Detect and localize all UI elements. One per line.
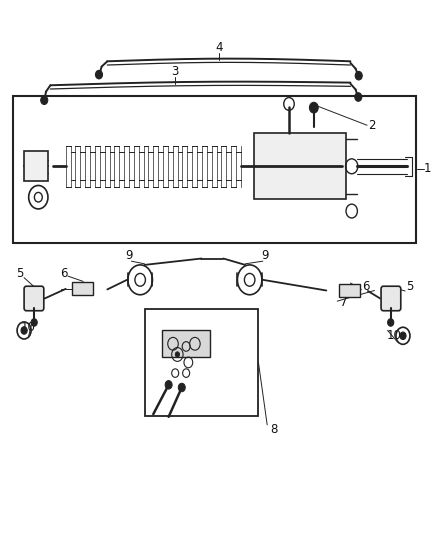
Circle shape <box>355 71 362 80</box>
Text: 10: 10 <box>21 321 36 334</box>
Text: 3: 3 <box>172 66 179 78</box>
Bar <box>254 133 346 199</box>
Bar <box>339 284 360 297</box>
FancyBboxPatch shape <box>24 286 44 311</box>
FancyBboxPatch shape <box>381 286 401 311</box>
Text: 2: 2 <box>368 119 376 132</box>
Text: 5: 5 <box>16 267 23 280</box>
Bar <box>13 96 416 243</box>
Text: 6: 6 <box>362 280 370 293</box>
Text: 9: 9 <box>261 249 269 262</box>
Circle shape <box>388 319 394 326</box>
Text: 6: 6 <box>60 267 67 280</box>
Text: 1: 1 <box>423 163 431 175</box>
Text: 7: 7 <box>81 284 89 297</box>
Circle shape <box>41 96 48 104</box>
Text: 9: 9 <box>125 249 133 262</box>
Circle shape <box>355 93 362 101</box>
Text: 7: 7 <box>340 296 348 309</box>
Bar <box>145 309 258 416</box>
Bar <box>24 151 48 181</box>
Circle shape <box>95 70 102 79</box>
Text: 5: 5 <box>406 280 413 293</box>
Circle shape <box>178 383 185 392</box>
Text: 4: 4 <box>215 42 223 54</box>
Circle shape <box>31 319 37 326</box>
Text: 8: 8 <box>270 423 277 435</box>
Circle shape <box>400 332 406 340</box>
Bar <box>72 282 93 295</box>
Circle shape <box>310 102 318 113</box>
Circle shape <box>165 381 172 389</box>
Circle shape <box>175 352 180 357</box>
Bar <box>162 330 210 357</box>
Text: 10: 10 <box>387 329 402 342</box>
Circle shape <box>21 327 27 334</box>
